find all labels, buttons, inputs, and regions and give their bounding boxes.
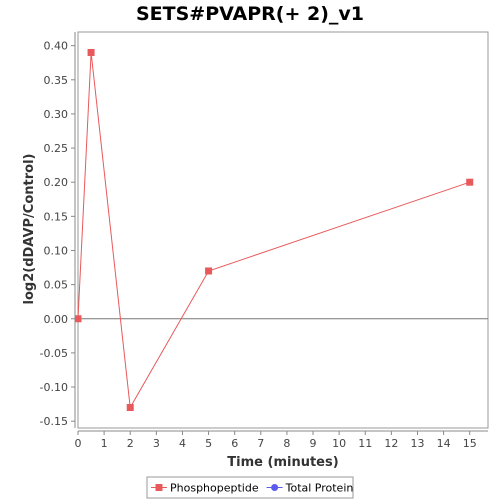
plot-area — [74, 31, 489, 429]
data-point — [205, 267, 213, 275]
x-tick-label: 13 — [410, 437, 424, 450]
x-tick-label: 2 — [127, 437, 134, 450]
y-tick-label: 0.00 — [44, 313, 69, 326]
y-tick-label: -0.10 — [40, 381, 68, 394]
x-tick-label: 8 — [283, 437, 290, 450]
y-tick-label: 0.05 — [44, 279, 69, 292]
y-tick-label: 0.20 — [44, 176, 69, 189]
x-tick-label: 6 — [231, 437, 238, 450]
x-tick-label: 1 — [101, 437, 108, 450]
x-tick-label: 15 — [463, 437, 477, 450]
legend: Phosphopeptide Total Protein — [146, 476, 354, 499]
x-tick-label: 12 — [384, 437, 398, 450]
x-tick-label: 5 — [205, 437, 212, 450]
x-tick-label: 0 — [75, 437, 82, 450]
legend-box — [146, 476, 354, 499]
data-point — [466, 178, 474, 186]
y-tick-label: 0.15 — [44, 210, 69, 223]
x-tick-label: 9 — [310, 437, 317, 450]
axes: -0.15 -0.10 -0.05 0.00 0.05 0.10 0.15 0.20 0.25 0… — [40, 32, 488, 450]
data-point — [74, 315, 82, 323]
legend-marker — [155, 484, 163, 491]
legend-label: Phosphopeptide — [170, 482, 259, 495]
x-tick-label: 4 — [179, 437, 186, 450]
chart-title: SETS#PVAPR(+ 2)_v1 — [135, 3, 365, 25]
data-point — [126, 404, 134, 412]
x-axis-label: Time (minutes) — [227, 455, 338, 470]
x-tick-label: 7 — [257, 437, 264, 450]
legend-label: Total Protein — [285, 482, 354, 495]
plot-frame — [77, 31, 489, 429]
y-tick-label: 0.35 — [44, 74, 69, 87]
legend-marker — [271, 484, 279, 491]
x-tick-label: 10 — [332, 437, 346, 450]
x-tick-label: 11 — [358, 437, 372, 450]
x-tick-label: 3 — [153, 437, 160, 450]
x-tick-label: 14 — [437, 437, 451, 450]
y-tick-label: 0.30 — [44, 108, 69, 121]
y-tick-label: 0.25 — [44, 142, 69, 155]
y-axis-label: log2(dDAVP/Control) — [22, 154, 37, 305]
y-tick-label: 0.10 — [44, 244, 69, 257]
y-tick-label: -0.05 — [40, 347, 68, 360]
y-tick-label: 0.40 — [44, 40, 69, 53]
y-tick-label: -0.15 — [40, 415, 68, 428]
data-point — [87, 48, 95, 56]
